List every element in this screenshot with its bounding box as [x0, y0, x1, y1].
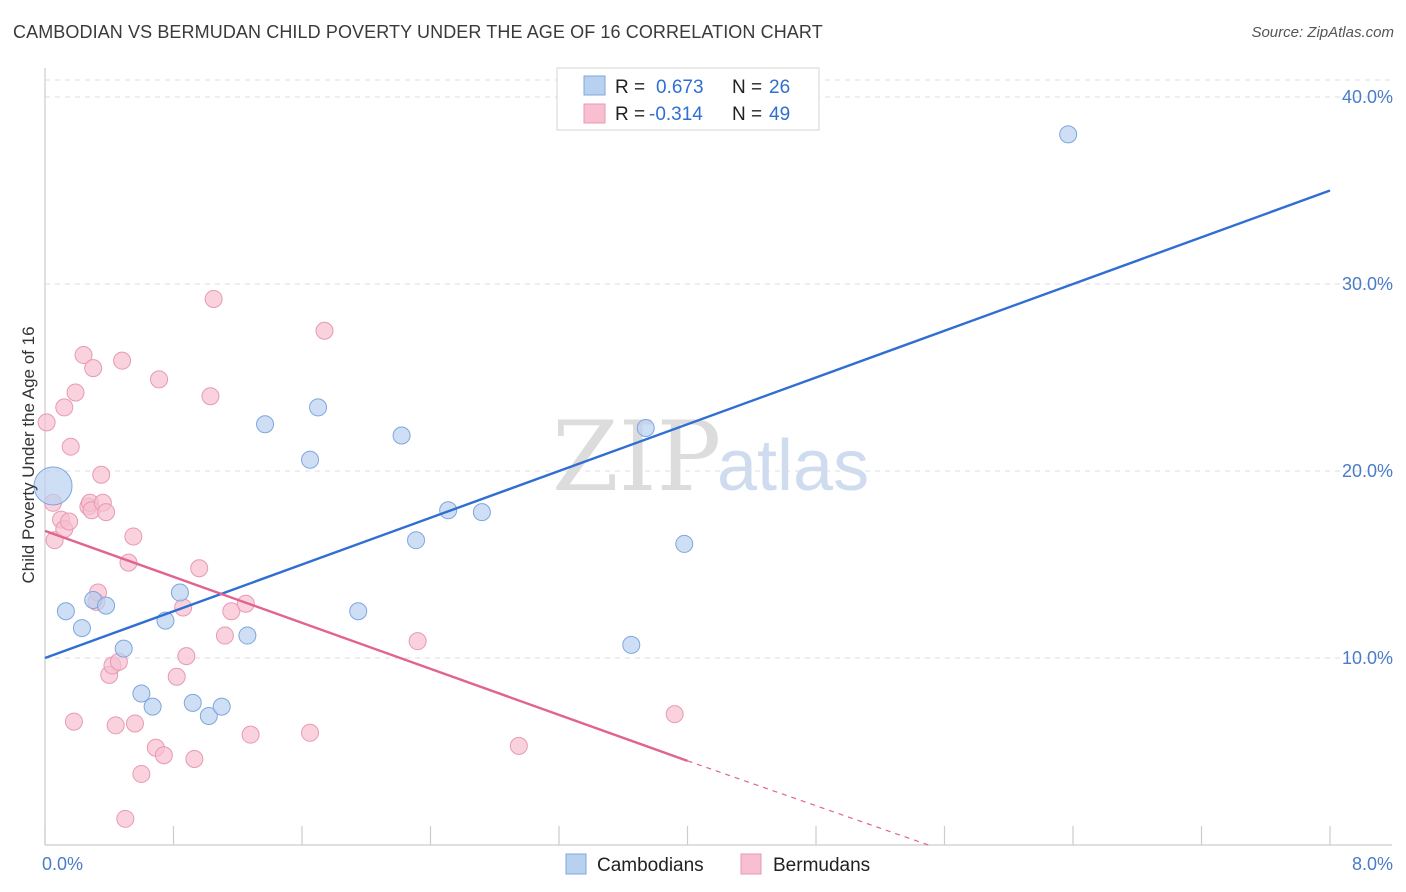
- cambodians-point-16: [309, 398, 328, 417]
- cambodians-point-7: [143, 697, 162, 716]
- cambodians-trend-line: [44, 189, 1331, 660]
- bermudans-point-6: [60, 512, 79, 531]
- bermudans-point-28: [125, 714, 144, 733]
- cambodians-point-12: [212, 697, 231, 716]
- cambodians-point-14: [256, 415, 275, 434]
- cambodians-point-24: [675, 534, 694, 553]
- bermudans-point-5: [55, 398, 74, 417]
- bermudans-point-45: [315, 321, 334, 340]
- bermudans-point-41: [222, 602, 241, 621]
- bermudans-point-22: [106, 716, 125, 735]
- bermudans-point-9: [66, 383, 85, 402]
- legend-n-value-bermudans: 49: [769, 104, 790, 125]
- bermudans-point-7: [61, 437, 80, 456]
- bermudans-point-19: [97, 503, 116, 522]
- cambodians-point-15: [301, 450, 320, 469]
- bermudans-point-46: [408, 632, 427, 651]
- stats-legend: R = 0.673 N = 26 R = -0.314 N = 49: [556, 67, 820, 131]
- y-axis-title: Child Poverty Under the Age of 16: [19, 326, 38, 583]
- legend-swatch-bermudans: [583, 103, 606, 124]
- bermudans-point-44: [301, 723, 320, 742]
- cambodians-points: [33, 125, 1078, 725]
- bermudans-point-17: [92, 465, 111, 484]
- legend-swatch-cambodians: [583, 75, 606, 96]
- bermudans-point-29: [132, 764, 151, 783]
- cambodians-point-17: [349, 602, 368, 621]
- legend-n-value-cambodians: 26: [769, 77, 790, 98]
- cambodians-point-18: [392, 426, 411, 445]
- legend-n-label-bermudans: N =: [732, 104, 762, 125]
- series-legend: Cambodians Bermudans: [565, 853, 870, 876]
- y-tick-label-40: 40.0%: [1342, 87, 1393, 107]
- cambodians-point-0: [33, 466, 73, 506]
- cambodians-point-21: [472, 503, 491, 522]
- bermudans-point-25: [116, 809, 135, 828]
- cambodians-point-9: [170, 583, 189, 602]
- bermudans-point-38: [201, 387, 220, 406]
- bottom-legend-label-bermudans: Bermudans: [773, 855, 870, 876]
- legend-r-label-bermudans: R =: [615, 104, 645, 125]
- bermudans-points: [37, 289, 684, 828]
- trend-lines: [44, 189, 1331, 846]
- bermudans-point-32: [154, 746, 173, 765]
- bottom-legend-label-cambodians: Cambodians: [597, 855, 704, 876]
- bermudans-point-14: [84, 359, 103, 378]
- legend-r-label-cambodians: R =: [615, 77, 645, 98]
- watermark-zip: ZIP: [552, 401, 721, 513]
- x-tick-label-min: 0.0%: [42, 854, 83, 874]
- cambodians-point-6: [132, 684, 151, 703]
- watermark-atlas: atlas: [717, 426, 869, 506]
- legend-r-value-cambodians: 0.673: [656, 77, 704, 98]
- bermudans-point-0: [37, 413, 56, 432]
- cambodians-point-10: [183, 693, 202, 712]
- tick-labels: 10.0% 20.0% 30.0% 40.0% 0.0% 8.0%: [42, 87, 1393, 874]
- bermudans-point-43: [241, 725, 260, 744]
- axes: [44, 68, 1392, 846]
- watermark: ZIP atlas: [552, 401, 869, 513]
- y-tick-label-10: 10.0%: [1342, 648, 1393, 668]
- gridlines: [45, 79, 1392, 659]
- cambodians-point-25: [1059, 125, 1078, 144]
- bermudans-point-33: [167, 667, 186, 686]
- cambodians-point-2: [72, 619, 91, 638]
- bermudans-point-24: [113, 351, 132, 370]
- bermudans-point-31: [150, 370, 169, 389]
- bermudans-point-47: [509, 736, 528, 755]
- cambodians-point-5: [114, 639, 133, 658]
- bermudans-point-39: [204, 289, 223, 308]
- bermudans-point-35: [177, 647, 196, 666]
- bottom-legend-swatch-cambodians: [565, 853, 587, 875]
- bottom-legend-swatch-bermudans: [740, 853, 762, 875]
- legend-n-label-cambodians: N =: [732, 77, 762, 98]
- bermudans-point-8: [64, 712, 83, 731]
- cambodians-point-23: [636, 418, 655, 437]
- cambodians-point-1: [56, 602, 75, 621]
- chart-title: CAMBODIAN VS BERMUDAN CHILD POVERTY UNDE…: [13, 22, 823, 42]
- bermudans-trend-line: [44, 529, 688, 762]
- cambodians-point-13: [238, 626, 257, 645]
- y-tick-label-30: 30.0%: [1342, 274, 1393, 294]
- bermudans-point-48: [665, 705, 684, 724]
- chart-source: Source: ZipAtlas.com: [1251, 24, 1394, 41]
- x-tick-label-max: 8.0%: [1352, 854, 1393, 874]
- bermudans-point-36: [185, 749, 204, 768]
- bermudans-point-27: [124, 527, 143, 546]
- cambodians-point-19: [407, 531, 426, 550]
- bermudans-point-10: [74, 346, 93, 365]
- bermudans-point-40: [215, 626, 234, 645]
- legend-r-value-bermudans: -0.314: [649, 104, 703, 125]
- cambodians-point-4: [97, 596, 116, 615]
- bermudans-trend-extension: [687, 760, 929, 846]
- cambodians-point-11: [199, 706, 218, 725]
- cambodians-point-22: [622, 635, 641, 654]
- bermudans-point-37: [190, 559, 209, 578]
- y-tick-label-20: 20.0%: [1342, 461, 1393, 481]
